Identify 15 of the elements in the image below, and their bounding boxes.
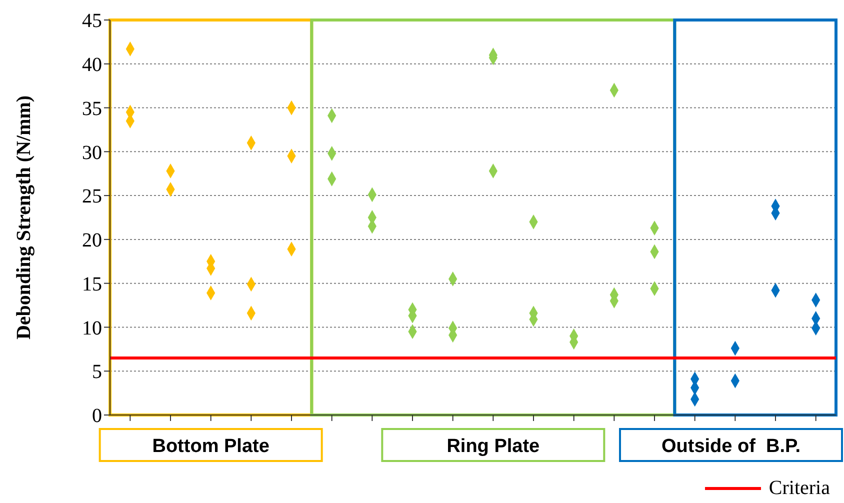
y-tick-label: 25 xyxy=(82,186,102,208)
y-tick-label: 10 xyxy=(82,317,102,340)
y-tick-label: 15 xyxy=(82,273,102,296)
y-tick-label: 40 xyxy=(82,54,102,76)
y-tick-label: 30 xyxy=(82,142,102,164)
y-tick-label: 45 xyxy=(82,10,102,32)
y-tick-label: 5 xyxy=(92,361,102,384)
legend-label: Criteria xyxy=(768,477,830,500)
text: Outside of B.P. xyxy=(661,436,801,457)
text: Bottom Plate xyxy=(152,436,270,457)
text: Ring Plate xyxy=(446,436,540,457)
y-tick-label: 20 xyxy=(82,230,102,252)
y-axis-title: Debonding Strength (N/mm) xyxy=(13,95,36,340)
y-tick-label: 35 xyxy=(82,98,102,120)
y-tick-label: 0 xyxy=(92,405,102,428)
